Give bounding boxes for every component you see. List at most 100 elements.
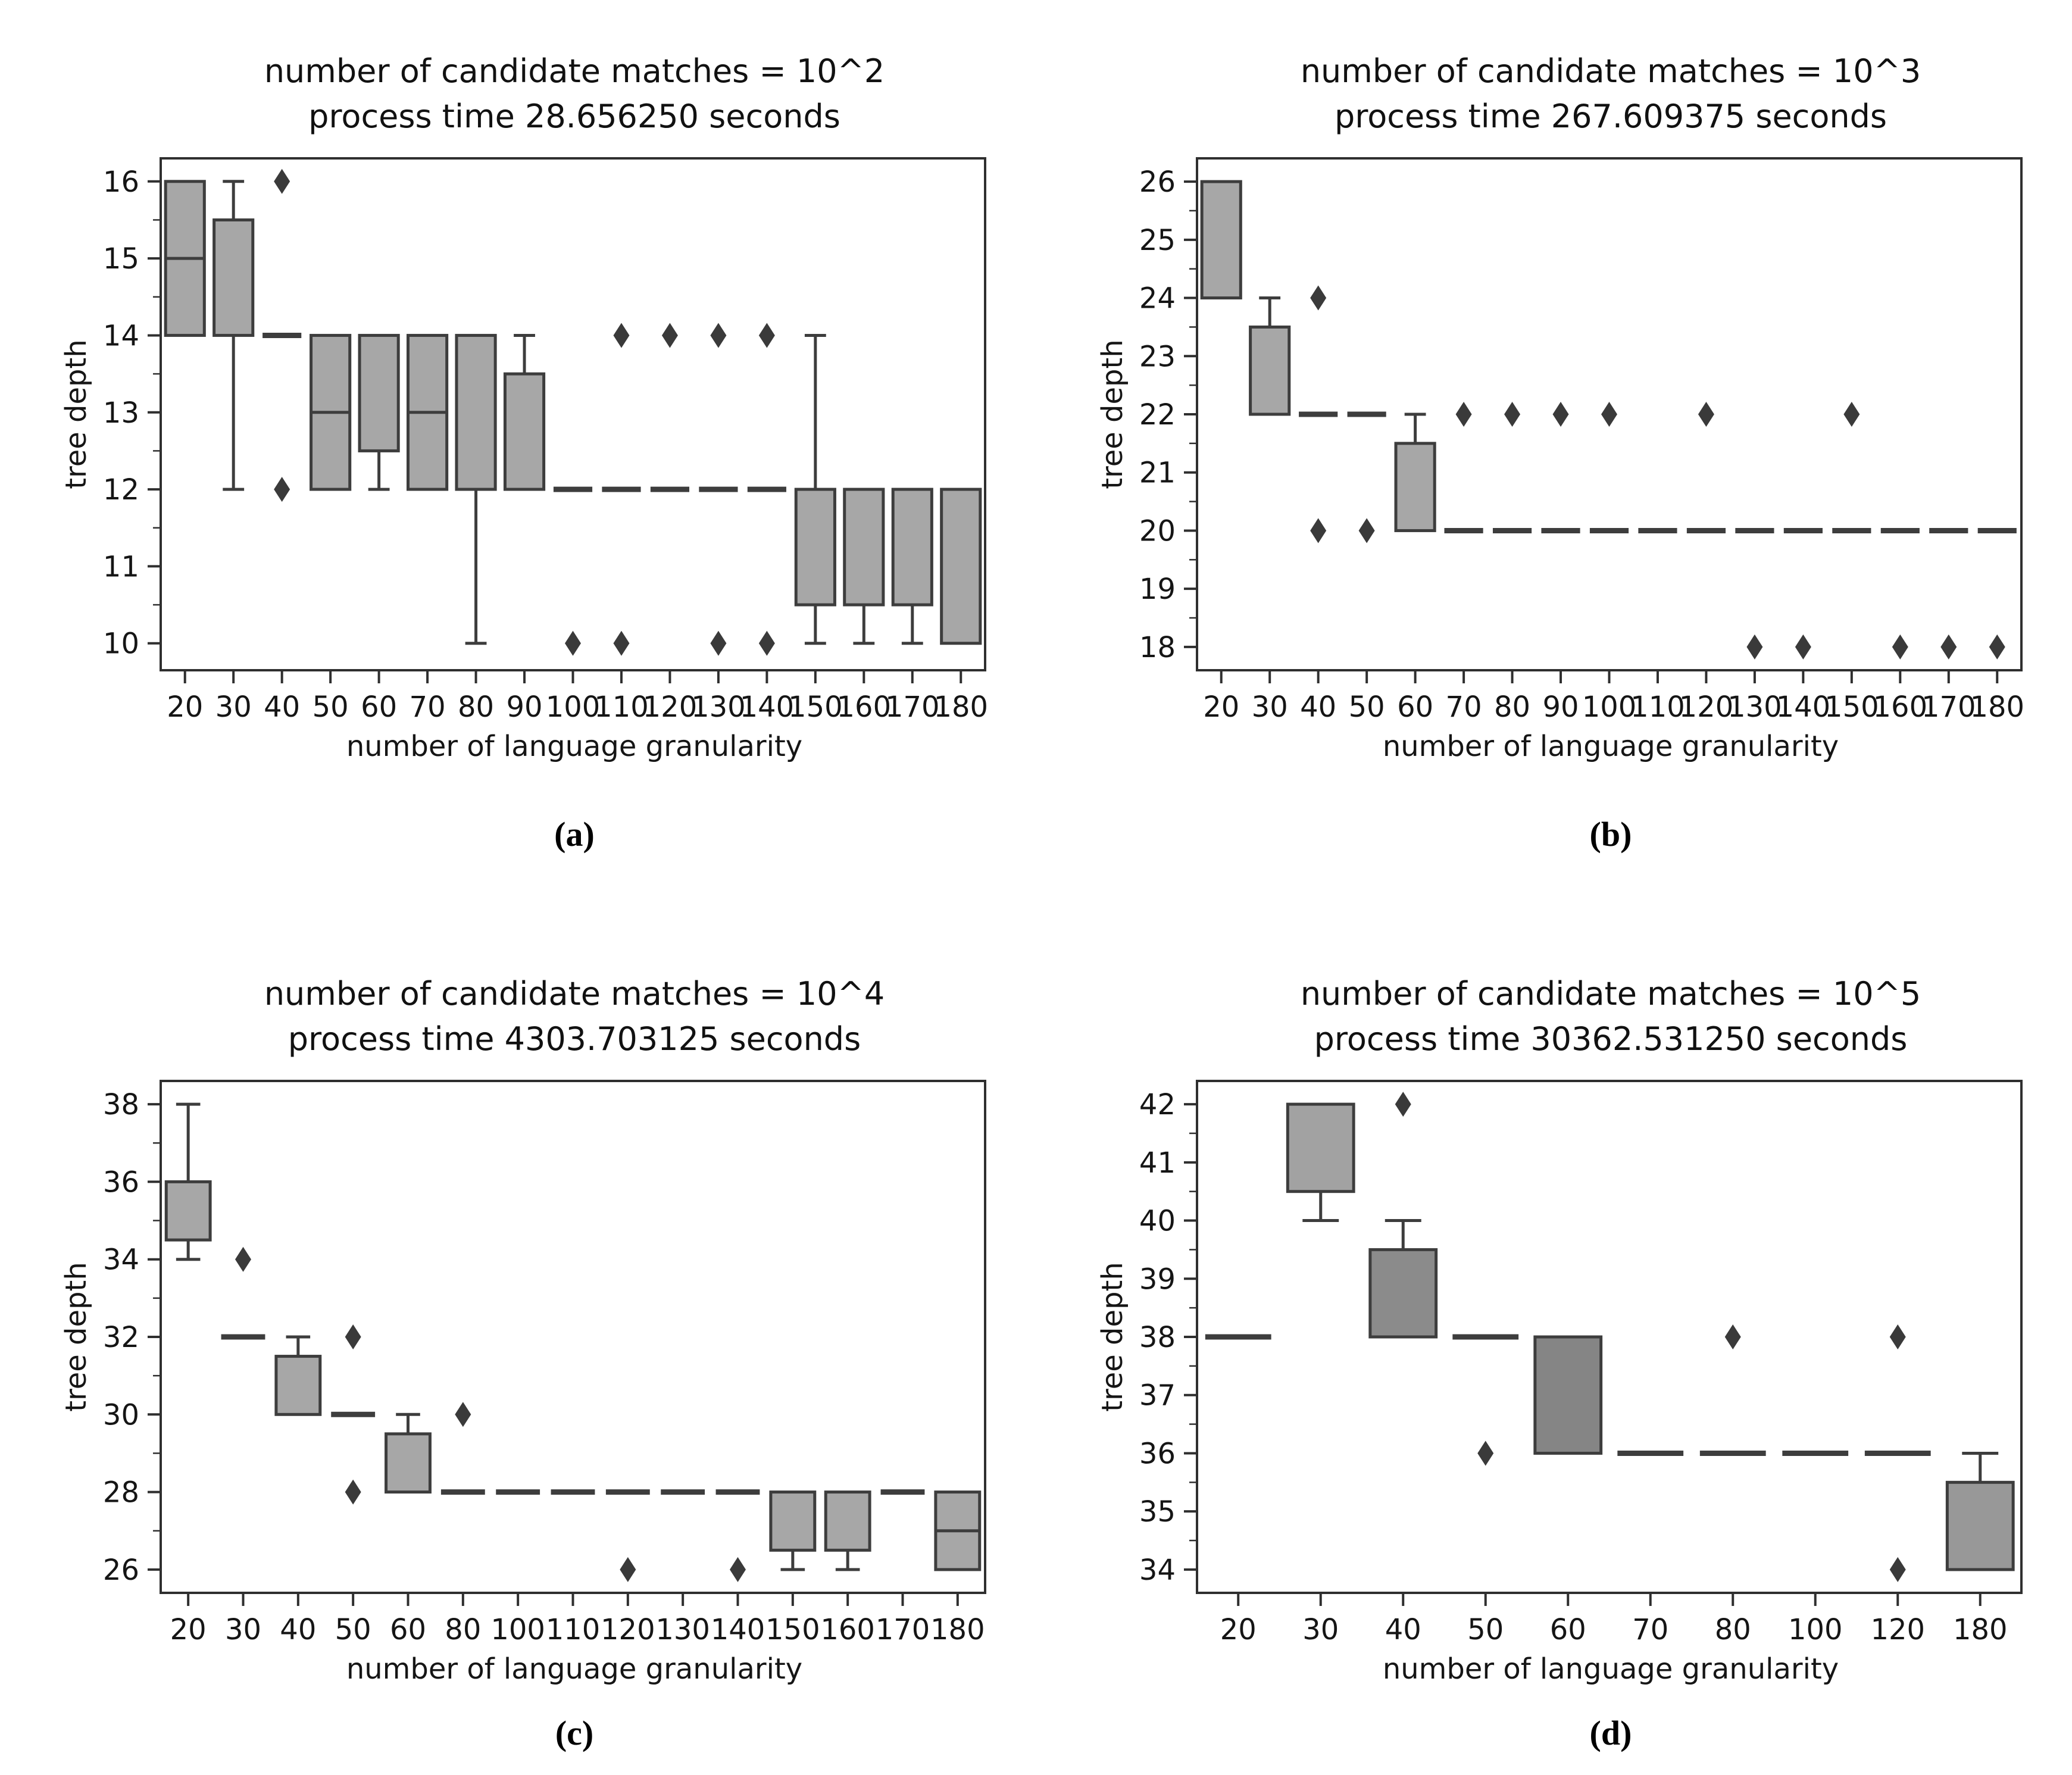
- svg-text:80: 80: [458, 690, 494, 724]
- svg-text:70: 70: [1446, 690, 1482, 724]
- svg-text:34: 34: [1139, 1554, 1176, 1587]
- svg-text:120: 120: [1679, 690, 1734, 724]
- y-axis-label-a: tree depth: [60, 339, 93, 489]
- svg-text:80: 80: [445, 1613, 481, 1646]
- svg-text:120: 120: [601, 1613, 655, 1646]
- svg-text:25: 25: [1139, 224, 1176, 257]
- svg-text:160: 160: [820, 1613, 875, 1646]
- svg-text:11: 11: [103, 550, 139, 583]
- svg-text:42: 42: [1139, 1088, 1176, 1121]
- svg-text:130: 130: [655, 1613, 710, 1646]
- svg-text:22: 22: [1139, 398, 1176, 432]
- y-axis-label-b: tree depth: [1096, 339, 1129, 489]
- plot-title-a: number of candidate matches = 10^2 proce…: [161, 49, 988, 139]
- svg-text:40: 40: [1300, 690, 1336, 724]
- boxplot-canvas-b: 18 19 20 21 22 23 24 25 26 20 30 40 50 60 70 80 90 100110…: [1139, 157, 2024, 724]
- svg-text:40: 40: [264, 690, 300, 724]
- svg-text:40: 40: [1139, 1205, 1176, 1238]
- plot-title-line1: number of candidate matches = 10^2: [264, 52, 885, 90]
- panel-caption-d: (d): [1589, 1714, 1632, 1752]
- svg-text:16: 16: [103, 165, 139, 199]
- svg-text:30: 30: [1302, 1613, 1339, 1646]
- svg-text:170: 170: [1921, 690, 1976, 724]
- plot-title-line2: process time 28.656250 seconds: [308, 98, 840, 135]
- plot-title-line1: number of candidate matches = 10^5: [1300, 975, 1921, 1012]
- svg-text:100: 100: [490, 1613, 545, 1646]
- svg-text:40: 40: [280, 1613, 316, 1646]
- svg-text:80: 80: [1715, 1613, 1751, 1646]
- svg-text:120: 120: [643, 690, 698, 724]
- plot-title-line1: number of candidate matches = 10^4: [264, 975, 885, 1012]
- svg-text:130: 130: [1727, 690, 1782, 724]
- plot-title-line2: process time 267.609375 seconds: [1334, 98, 1887, 135]
- boxplot-canvas-c: 26 28 30 32 34 36 38 20 30 40 50 60 80 100 110 120 130 14…: [103, 1080, 986, 1646]
- svg-text:36: 36: [103, 1165, 139, 1199]
- svg-text:38: 38: [103, 1088, 139, 1121]
- svg-text:180: 180: [933, 690, 988, 724]
- boxplot-canvas-d: 34 35 36 37 38 39 40 41 42 20 30 40 50 60 70 80 100 120 18…: [1139, 1080, 2023, 1646]
- svg-text:80: 80: [1494, 690, 1530, 724]
- svg-text:20: 20: [170, 1613, 207, 1646]
- svg-text:37: 37: [1139, 1379, 1176, 1412]
- svg-text:120: 120: [1870, 1613, 1925, 1646]
- svg-text:30: 30: [225, 1613, 261, 1646]
- panel-caption-c: (c): [555, 1714, 594, 1752]
- plot-title-d: number of candidate matches = 10^5 proce…: [1197, 971, 2024, 1062]
- svg-text:150: 150: [1824, 690, 1879, 724]
- svg-text:30: 30: [215, 690, 252, 724]
- svg-text:18: 18: [1139, 631, 1176, 664]
- svg-text:140: 140: [740, 690, 795, 724]
- plot-title-c: number of candidate matches = 10^4 proce…: [161, 971, 988, 1062]
- svg-text:110: 110: [1630, 690, 1685, 724]
- svg-text:110: 110: [594, 690, 649, 724]
- svg-text:70: 70: [410, 690, 446, 724]
- svg-text:30: 30: [103, 1398, 139, 1432]
- svg-text:130: 130: [691, 690, 746, 724]
- svg-text:170: 170: [885, 690, 940, 724]
- svg-text:50: 50: [312, 690, 349, 724]
- svg-text:100: 100: [1788, 1613, 1843, 1646]
- svg-text:28: 28: [103, 1476, 139, 1510]
- svg-text:150: 150: [788, 690, 843, 724]
- svg-text:40: 40: [1385, 1613, 1421, 1646]
- panel-d: number of candidate matches = 10^5 proce…: [1060, 932, 2072, 1775]
- y-axis-label-d: tree depth: [1096, 1262, 1129, 1412]
- svg-text:30: 30: [1252, 690, 1288, 724]
- svg-text:180: 180: [1970, 690, 2024, 724]
- svg-text:140: 140: [711, 1613, 765, 1646]
- panel-a: number of candidate matches = 10^2 proce…: [24, 10, 1060, 932]
- svg-text:20: 20: [1203, 690, 1239, 724]
- svg-text:20: 20: [1220, 1613, 1257, 1646]
- svg-text:34: 34: [103, 1243, 139, 1277]
- svg-text:21: 21: [1139, 457, 1176, 490]
- svg-text:50: 50: [1467, 1613, 1504, 1646]
- svg-text:10: 10: [103, 627, 139, 661]
- svg-text:32: 32: [103, 1321, 139, 1354]
- svg-text:140: 140: [1776, 690, 1831, 724]
- svg-text:15: 15: [103, 242, 139, 276]
- svg-text:19: 19: [1139, 573, 1176, 606]
- svg-text:12: 12: [103, 473, 139, 507]
- svg-text:24: 24: [1139, 282, 1176, 315]
- svg-text:110: 110: [546, 1613, 601, 1646]
- svg-text:70: 70: [1632, 1613, 1668, 1646]
- panel-caption-a: (a): [554, 815, 595, 854]
- svg-text:60: 60: [1550, 1613, 1586, 1646]
- x-axis-label-b: number of language granularity: [1382, 730, 1839, 763]
- panel-caption-b: (b): [1589, 815, 1632, 854]
- svg-text:150: 150: [765, 1613, 820, 1646]
- plot-title-line1: number of candidate matches = 10^3: [1300, 52, 1921, 90]
- svg-text:160: 160: [1873, 690, 1928, 724]
- svg-text:50: 50: [1349, 690, 1385, 724]
- svg-text:20: 20: [167, 690, 203, 724]
- panel-c: number of candidate matches = 10^4 proce…: [24, 932, 1060, 1775]
- svg-text:90: 90: [506, 690, 542, 724]
- svg-text:23: 23: [1139, 340, 1176, 373]
- svg-text:35: 35: [1139, 1495, 1176, 1529]
- svg-text:60: 60: [361, 690, 397, 724]
- svg-text:100: 100: [1582, 690, 1637, 724]
- svg-text:180: 180: [1953, 1613, 2008, 1646]
- plot-title-b: number of candidate matches = 10^3 proce…: [1197, 49, 2024, 139]
